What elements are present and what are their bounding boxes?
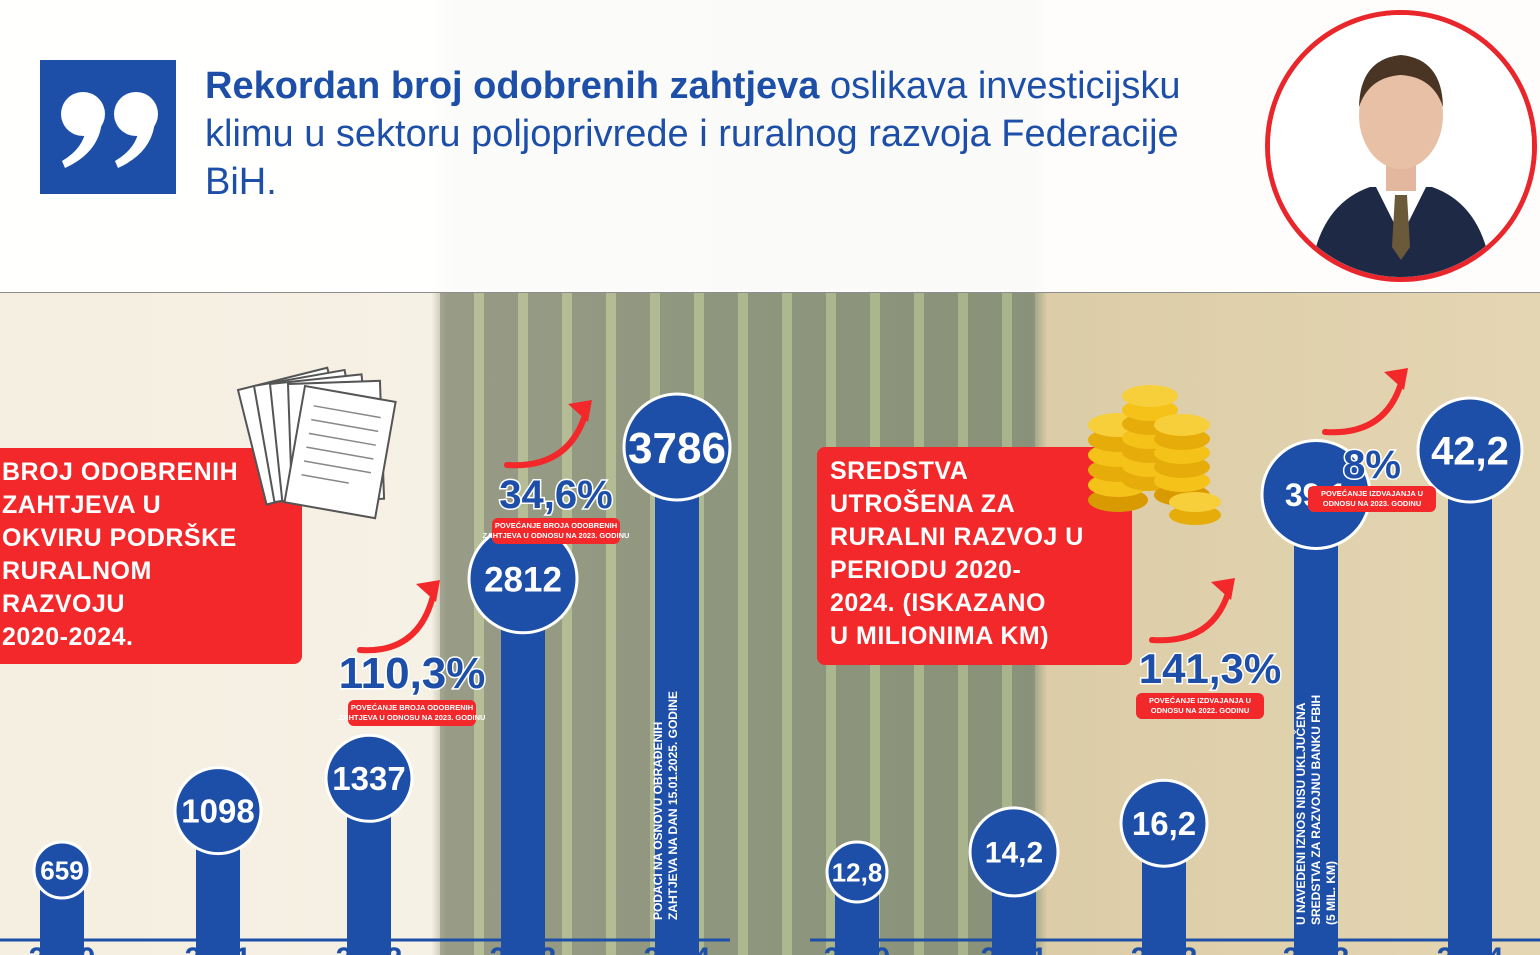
left-title-line: RAZVOJU [2,590,125,618]
category-label-2023: 2023 [1283,942,1350,955]
category-label-2022: 2022 [336,942,403,955]
value-bubble-2021 [173,766,263,856]
value-label-2024: 3786 [628,424,726,473]
bar-2023 [501,578,545,955]
chart-1: 659 2020 1098 2021 1337 2022 2812 2023 3786 2024 1… [0,392,732,955]
growth-caption-box [1136,693,1264,719]
chart-2: 12,8202014,2202116,2202239,1202342,22024… [810,368,1540,955]
value-bubble-2020 [825,840,889,904]
left-title-line: BROJ ODOBRENIH [2,458,239,486]
right-note-line: (5 MIL. KM) [1324,861,1338,925]
category-label-2024: 2024 [644,942,711,955]
growth-arrow-head [568,400,592,422]
growth-percent-label: 141,3% [1139,645,1281,692]
category-label-2020: 2020 [29,942,96,955]
value-label-2021: 14,2 [985,837,1043,870]
growth-arrow [504,409,589,469]
category-label-2023: 2023 [490,942,557,955]
growth-caption-line: ODNOSU NA 2022. GODINU [1151,706,1250,715]
growth-caption-line: ZAHTJEVA U ODNOSU NA 2023. GODINU [483,531,630,540]
category-label-2024: 2024 [1437,942,1504,955]
growth-percent-label: 34,6% [499,473,612,517]
value-label-2022: 1337 [332,760,405,797]
growth-arrow-head [1384,368,1408,390]
category-label-2020: 2020 [824,942,891,955]
growth-caption-line: ODNOSU NA 2023. GODINU [1323,499,1422,508]
bar-2024 [1448,450,1492,955]
growth-caption-line: ZAHTJEVA U ODNOSU NA 2023. GODINU [339,713,486,722]
coins-icon [1088,385,1221,525]
quote-icon [40,60,176,194]
right-title-line: SREDSTVA [830,457,969,485]
category-label-2021: 2021 [185,942,252,955]
person-portrait [1265,10,1537,282]
value-label-2023: 2812 [484,560,562,599]
value-bubble-2022 [1119,778,1209,868]
bar-2023 [1294,494,1338,955]
bar-2024 [655,447,699,955]
left-chart-note: PODACI NA OSNOVU OBRAĐENIH ZAHTJEVA NA D… [651,691,681,920]
right-note-line: U NAVEDENI IZNOS NISU UKLJUČENA [1294,702,1308,925]
left-title-line: 2020-2024. [2,623,134,651]
growth-caption-box [492,518,620,544]
growth-caption-box [348,700,476,726]
value-label-2021: 1098 [181,792,254,829]
value-label-2020: 12,8 [832,857,883,887]
growth-caption-line: POVEĆANJE IZDVAJANJA U [1321,489,1423,498]
left-note-line: ZAHTJEVA NA DAN 15.01.2025. GODINE [666,691,680,920]
value-bubble-2020 [32,840,92,900]
value-bubble-2024 [622,392,732,502]
category-label-2021: 2021 [981,942,1048,955]
value-label-2020: 659 [40,855,83,885]
category-label-2022: 2022 [1131,942,1198,955]
right-title-line: 2024. (ISKAZANO [830,589,1046,617]
documents-icon [236,366,397,520]
growth-caption-line: POVEĆANJE BROJA ODOBRENIH [351,703,473,712]
value-label-2024: 42,2 [1431,429,1509,473]
growth-percent-label: 110,3% [339,649,486,698]
right-panel-title: SREDSTVA UTROŠENA ZA RURALNI RAZVOJ U PE… [817,447,1132,665]
right-title-line: UTROŠENA ZA [830,490,1016,518]
left-title-line: ZAHTJEVA U [2,491,162,519]
right-title-line: PERIODU 2020- [830,556,1022,584]
left-title-line: RURALNOM [2,557,152,585]
growth-caption-line: POVEĆANJE IZDVAJANJA U [1149,696,1251,705]
growth-arrow [357,589,437,654]
quote-text: Rekordan broj odobrenih zahtjeva oslikav… [205,62,1215,206]
right-note-line: SREDSTVA ZA RAZVOJNU BANKU FBIH [1309,694,1323,925]
right-title-line: RURALNI RAZVOJ U [830,523,1084,551]
growth-arrow [1322,377,1405,436]
left-title-line: OKVIRU PODRŠKE [2,524,237,552]
quote-bold: Rekordan broj odobrenih zahtjeva [205,65,820,107]
left-note-line: PODACI NA OSNOVU OBRAĐENIH [651,721,665,920]
value-label-2022: 16,2 [1132,805,1196,842]
growth-caption-line: POVEĆANJE BROJA ODOBRENIH [495,521,617,530]
header: Rekordan broj odobrenih zahtjeva oslikav… [0,0,1540,293]
left-panel-title: BROJ ODOBRENIH ZAHTJEVA U OKVIRU PODRŠKE… [0,448,302,664]
quote-rest: oslikava investicijsku klimu u sektoru p… [205,65,1181,203]
growth-arrow-head [416,580,440,602]
right-title-line: U MILIONIMA KM) [830,622,1050,650]
value-bubble-2021 [968,806,1060,898]
value-bubble-2022 [324,733,414,823]
growth-percent-label: 8% [1343,443,1401,487]
growth-arrow [1149,587,1232,644]
value-bubble-2024 [1416,396,1524,504]
growth-caption-box [1308,486,1436,512]
right-chart-note: U NAVEDENI IZNOS NISU UKLJUČENA SREDSTVA… [1294,695,1339,925]
growth-arrow-head [1211,578,1235,600]
